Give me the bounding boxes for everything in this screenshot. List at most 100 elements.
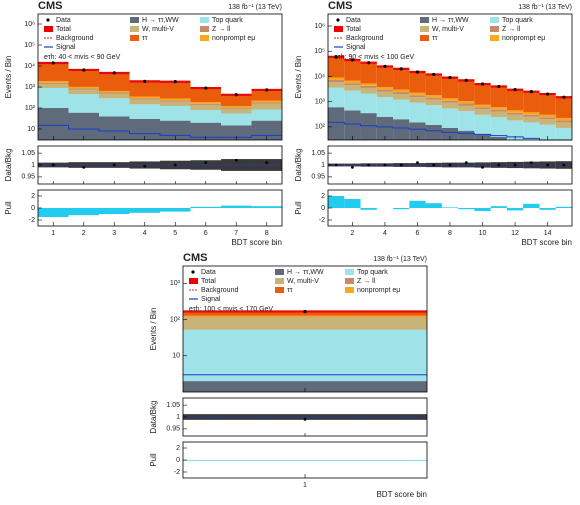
pull-bar bbox=[458, 208, 475, 210]
stack-segment bbox=[251, 103, 282, 110]
pull-bar bbox=[490, 206, 507, 208]
ratio-tick-label: 1.05 bbox=[311, 150, 325, 157]
legend-label: H → ττ,WW bbox=[432, 17, 469, 24]
stack-segment bbox=[99, 92, 130, 94]
stack-segment bbox=[474, 104, 491, 108]
stack-segment bbox=[328, 107, 345, 140]
legend-label: W, multi-V bbox=[287, 278, 319, 285]
pull-bar bbox=[523, 203, 540, 208]
ratio-point bbox=[334, 163, 338, 167]
data-point bbox=[303, 310, 307, 314]
legend-swatch bbox=[189, 278, 198, 284]
ratio-point bbox=[416, 161, 419, 165]
stack-segment bbox=[441, 100, 459, 103]
pull-bar bbox=[38, 208, 69, 217]
legend-label: Top quark bbox=[502, 17, 533, 24]
ratio-point bbox=[562, 163, 566, 167]
legend-swatch bbox=[130, 35, 139, 41]
ratio-tick-label: 1 bbox=[176, 414, 180, 421]
stack-segment bbox=[539, 119, 556, 125]
stack-segment bbox=[523, 112, 540, 115]
y-tick-label: 10⁴ bbox=[314, 73, 325, 80]
panel-frame bbox=[37, 189, 283, 227]
ratio-band bbox=[523, 161, 540, 169]
legend-swatch bbox=[46, 18, 50, 22]
y-tick-label: 10⁵ bbox=[314, 48, 325, 55]
y-tick-label: 10⁶ bbox=[24, 21, 35, 28]
stack-segment bbox=[68, 88, 99, 90]
legend-swatch bbox=[44, 26, 53, 32]
legend-label: Signal bbox=[201, 296, 221, 303]
legend-label: nonprompt eμ bbox=[212, 35, 255, 42]
stack-segment bbox=[328, 82, 345, 88]
stack-segment bbox=[393, 89, 410, 93]
ratio-point bbox=[204, 161, 208, 165]
stack-segment bbox=[376, 97, 394, 117]
legend-swatch bbox=[275, 278, 284, 284]
stack-segment bbox=[425, 99, 442, 106]
stack-segment bbox=[409, 95, 426, 98]
data-point bbox=[383, 64, 387, 68]
stack-segment bbox=[221, 113, 252, 126]
data-point bbox=[399, 67, 403, 71]
legend-label: Top quark bbox=[357, 269, 388, 276]
ratio-axis-label: Data/Bkg bbox=[149, 401, 158, 434]
pull-bar bbox=[506, 208, 524, 211]
signal-line bbox=[328, 121, 572, 141]
data-point bbox=[265, 88, 269, 92]
data-point bbox=[51, 61, 55, 65]
stack-segment bbox=[129, 96, 160, 99]
legend-swatch bbox=[334, 26, 343, 32]
legend-label: Signal bbox=[346, 44, 366, 51]
pull-tick-label: 2 bbox=[321, 193, 325, 200]
pull-axis-label: Pull bbox=[294, 201, 303, 215]
stack-segment bbox=[190, 102, 221, 104]
legend-label: W, multi-V bbox=[142, 26, 174, 33]
stack-segment bbox=[344, 90, 361, 111]
stack-segment bbox=[251, 109, 282, 121]
data-point bbox=[529, 89, 533, 94]
stack-segment bbox=[425, 95, 442, 98]
legend-swatch bbox=[191, 270, 195, 274]
legend-label: Signal bbox=[56, 44, 76, 51]
stack-segment bbox=[38, 81, 69, 83]
pull-axis-label: Pull bbox=[4, 201, 13, 215]
ratio-band bbox=[409, 163, 426, 167]
pull-bar bbox=[68, 208, 99, 216]
pull-tick-label: -2 bbox=[174, 469, 180, 476]
panel-frame bbox=[182, 397, 428, 437]
ratio-band bbox=[190, 160, 221, 170]
stack-segment bbox=[458, 101, 475, 104]
stack-segment bbox=[409, 122, 426, 140]
stack-segment bbox=[221, 94, 252, 106]
stack-segment bbox=[328, 80, 345, 83]
stack-segment bbox=[474, 107, 491, 110]
pull-bar bbox=[190, 206, 221, 208]
data-point bbox=[546, 92, 550, 96]
x-tick-label: 1 bbox=[51, 230, 55, 237]
legend-swatch bbox=[130, 26, 139, 32]
legend-label: nonprompt eμ bbox=[357, 287, 400, 294]
ratio-point bbox=[448, 163, 452, 167]
y-tick-label: 10⁶ bbox=[314, 23, 325, 30]
stack-segment bbox=[490, 111, 507, 118]
stack-segment bbox=[99, 98, 130, 117]
x-tick-label: 12 bbox=[511, 230, 519, 237]
stack-segment bbox=[555, 97, 572, 118]
legend-label: ττ bbox=[142, 35, 148, 42]
legend-swatch bbox=[490, 35, 499, 41]
ratio-tick-label: 1 bbox=[321, 162, 325, 169]
stack-segment bbox=[490, 86, 507, 108]
legend-swatch bbox=[420, 17, 429, 23]
legend-swatch bbox=[420, 26, 429, 32]
stack-segment bbox=[441, 108, 459, 128]
stack-segment bbox=[523, 122, 540, 140]
stack-segment bbox=[38, 63, 69, 82]
legend-label: nonprompt eμ bbox=[502, 35, 545, 42]
stack-segment bbox=[68, 89, 99, 95]
pull-tick-label: 0 bbox=[176, 457, 180, 464]
stack-segment bbox=[409, 92, 426, 96]
pull-bar bbox=[539, 208, 556, 210]
pull-bar bbox=[441, 207, 459, 208]
panel-frame bbox=[37, 13, 283, 141]
